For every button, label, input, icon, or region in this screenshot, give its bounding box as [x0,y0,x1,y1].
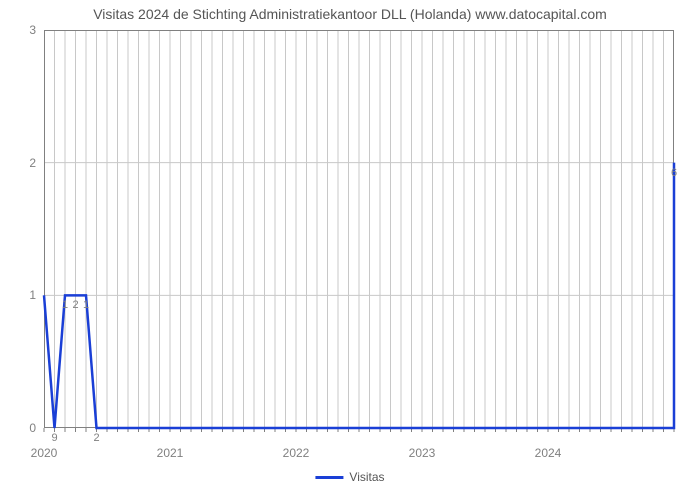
data-point-label: 9 [51,432,57,444]
x-tick-label: 2023 [409,446,436,460]
legend-text: Visitas [349,470,384,484]
data-point-label: 2 [72,299,78,311]
line-chart-svg [44,30,674,428]
legend-swatch [315,476,343,479]
x-tick-label: 2020 [31,446,58,460]
plot-area [44,30,674,428]
y-tick-label: 3 [29,23,36,37]
y-tick-label: 1 [29,288,36,302]
chart-container: Visitas 2024 de Stichting Administratiek… [0,0,700,500]
data-point-label: 1 [62,299,68,311]
y-tick-label: 0 [29,421,36,435]
legend: Visitas [315,470,384,484]
data-point-label: 6 [671,167,677,179]
y-tick-label: 2 [29,156,36,170]
data-point-label: 1 [83,299,89,311]
x-tick-label: 2021 [157,446,184,460]
x-tick-label: 2022 [283,446,310,460]
chart-title: Visitas 2024 de Stichting Administratiek… [0,0,700,22]
data-point-label: 2 [93,432,99,444]
x-tick-label: 2024 [535,446,562,460]
